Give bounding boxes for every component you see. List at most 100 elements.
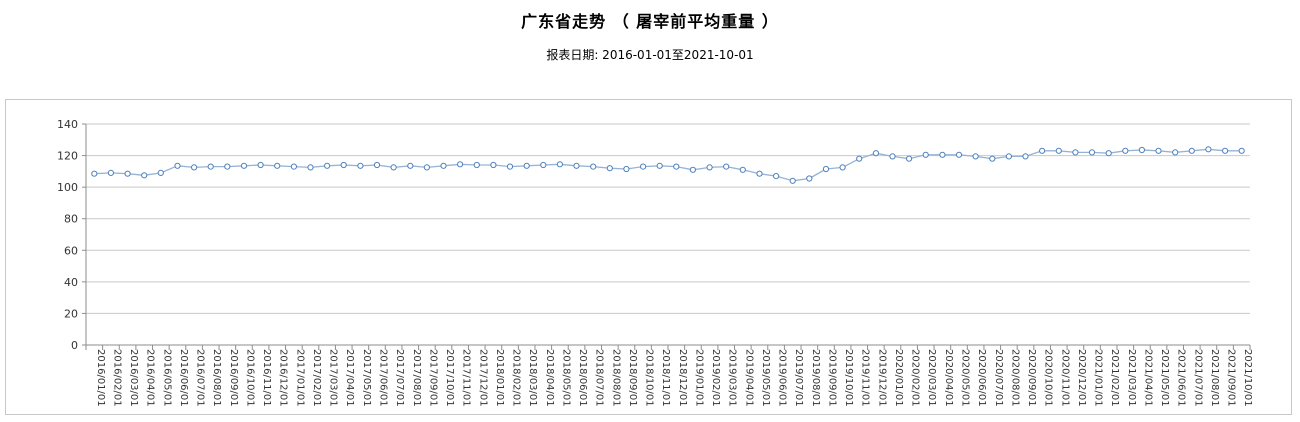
- x-axis-label: 2017/02/01: [311, 349, 322, 407]
- x-axis-label: 2019/03/01: [727, 349, 738, 407]
- x-axis-label: 2018/07/01: [594, 349, 605, 407]
- x-axis-label: 2017/05/01: [361, 349, 372, 407]
- x-axis-label: 2017/09/01: [427, 349, 438, 407]
- data-point-marker: [839, 164, 846, 171]
- x-axis-label: 2020/05/01: [960, 349, 971, 407]
- data-point-marker: [290, 163, 297, 170]
- x-axis-label: 2018/04/01: [544, 349, 555, 407]
- x-axis-label: 2016/08/01: [211, 349, 222, 407]
- x-axis-label: 2021/05/01: [1159, 349, 1170, 407]
- x-axis-label: 2017/07/01: [394, 349, 405, 407]
- x-axis-label: 2017/11/01: [461, 349, 472, 407]
- data-point-marker: [340, 161, 347, 169]
- x-axis-label: 2016/03/01: [128, 349, 139, 407]
- data-point-marker: [723, 163, 730, 170]
- data-point-marker: [922, 151, 929, 158]
- x-axis-label: 2019/10/01: [843, 349, 854, 407]
- data-point-marker: [1105, 150, 1112, 157]
- data-point-marker: [540, 161, 547, 169]
- data-point-marker: [573, 162, 580, 169]
- x-axis-label: 2016/09/01: [228, 349, 239, 407]
- data-point-marker: [407, 162, 414, 169]
- x-axis-label: 2018/05/01: [560, 349, 571, 407]
- x-axis-label: 2017/04/01: [344, 349, 355, 407]
- x-axis-label: 2021/03/01: [1126, 349, 1137, 407]
- data-point-marker: [357, 162, 364, 169]
- series-line: [94, 148, 1242, 182]
- chart-container: 0 20 40 60 80 100 120 140 2016/01/01 2016/02/01 20…: [5, 99, 1292, 415]
- x-axis-label: 2018/03/01: [527, 349, 538, 407]
- data-point-marker: [623, 165, 630, 173]
- data-point-marker: [739, 166, 746, 173]
- data-point-marker: [1172, 149, 1179, 156]
- data-point-marker: [373, 161, 381, 169]
- data-point-marker: [141, 172, 148, 179]
- x-axis-label: 2016/07/01: [195, 349, 206, 407]
- data-point-marker: [1039, 147, 1046, 154]
- x-axis-label: 2019/08/01: [810, 349, 821, 407]
- x-axis-label: 2016/02/01: [111, 349, 122, 407]
- data-point-marker: [490, 161, 497, 169]
- data-point-marker: [955, 151, 963, 158]
- x-axis-label: 2021/09/01: [1226, 349, 1237, 407]
- x-axis-label: 2021/10/01: [1242, 349, 1253, 407]
- x-axis-label: 2018/09/01: [627, 349, 638, 407]
- data-point-marker: [207, 163, 214, 170]
- x-axis-label: 2019/04/01: [743, 349, 754, 407]
- data-point-marker: [224, 163, 231, 170]
- x-axis-label: 2016/11/01: [261, 349, 272, 407]
- data-point-marker: [423, 164, 430, 171]
- x-axis-label: 2020/07/01: [993, 349, 1004, 407]
- data-point-marker: [274, 162, 281, 169]
- x-axis-label: 2020/01/01: [893, 349, 904, 407]
- y-axis-label: 60: [64, 244, 78, 257]
- x-axis-label: 2021/06/01: [1176, 349, 1187, 407]
- data-point-marker: [1155, 147, 1162, 154]
- x-axis-label: 2017/01/01: [294, 349, 305, 407]
- x-axis-label: 2017/06/01: [378, 349, 389, 407]
- y-axis-label: 140: [57, 118, 78, 131]
- x-axis-label: 2020/11/01: [1059, 349, 1070, 407]
- data-point-marker: [556, 161, 564, 168]
- data-point-marker: [1088, 149, 1096, 156]
- x-axis-label: 2018/12/01: [677, 349, 688, 407]
- data-point-marker: [1238, 147, 1245, 154]
- x-axis-label: 2018/06/01: [577, 349, 588, 407]
- data-point-marker: [1188, 147, 1195, 154]
- data-point-marker: [240, 162, 248, 169]
- data-point-marker: [906, 155, 913, 162]
- data-point-marker: [473, 161, 480, 169]
- data-point-marker: [174, 162, 181, 169]
- data-point-marker: [773, 173, 780, 180]
- data-point-marker: [889, 153, 896, 160]
- data-point-marker: [756, 170, 763, 177]
- data-point-marker: [689, 166, 697, 173]
- data-point-marker: [124, 170, 131, 177]
- x-axis-label: 2020/04/01: [943, 349, 954, 407]
- data-point-marker: [989, 155, 996, 162]
- data-point-marker: [107, 169, 115, 177]
- x-axis-label: 2020/06/01: [976, 349, 987, 407]
- x-axis-label: 2019/06/01: [777, 349, 788, 407]
- x-axis-label: 2019/12/01: [876, 349, 887, 407]
- x-axis-label: 2020/02/01: [910, 349, 921, 407]
- data-point-marker: [939, 151, 946, 158]
- x-axis-label: 2017/12/01: [477, 349, 488, 407]
- data-point-marker: [1205, 146, 1212, 153]
- x-axis-label: 2016/04/01: [145, 349, 156, 407]
- y-axis-label: 120: [57, 150, 78, 163]
- x-axis-label: 2017/08/01: [411, 349, 422, 407]
- data-point-marker: [506, 163, 514, 170]
- x-axis-label: 2019/07/01: [793, 349, 804, 407]
- data-point-marker: [1222, 147, 1229, 154]
- x-axis-label: 2019/01/01: [693, 349, 704, 407]
- data-point-marker: [257, 161, 264, 169]
- data-point-marker: [457, 161, 464, 168]
- y-axis-label: 20: [64, 307, 78, 320]
- data-point-marker: [972, 153, 979, 160]
- data-point-marker: [324, 162, 331, 169]
- data-point-marker: [673, 163, 680, 170]
- x-axis-label: 2020/03/01: [926, 349, 937, 407]
- data-point-marker: [157, 169, 164, 177]
